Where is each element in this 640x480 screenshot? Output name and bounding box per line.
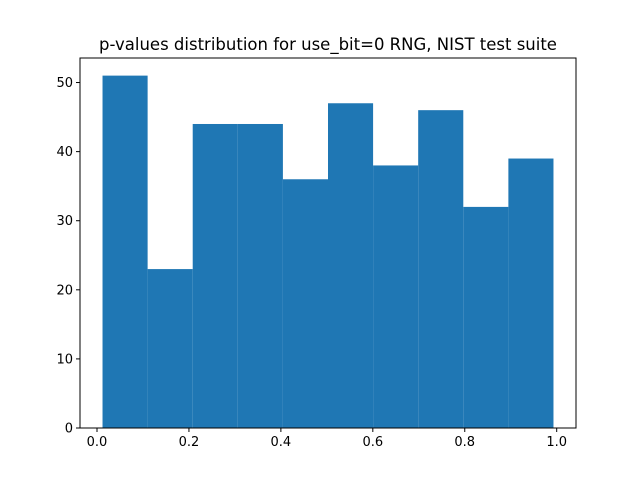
x-tick-label: 0.0 [87,435,108,450]
y-tick-label: 50 [56,76,73,91]
y-tick-label: 20 [56,283,73,298]
histogram-bar-1 [147,269,193,428]
histogram-bar-0 [102,75,148,428]
x-axis: 0.0 0.2 0.4 0.6 0.8 1.0 [87,428,567,450]
histogram-bar-8 [463,206,509,428]
x-tick-label: 0.4 [271,435,292,450]
y-axis: 0 10 20 30 40 50 [56,76,80,437]
histogram-bar-2 [192,123,238,429]
x-tick-label: 0.6 [362,435,383,450]
x-tick-label: 1.0 [546,435,567,450]
histogram-bar-9 [508,158,554,428]
histogram-bar-7 [418,110,464,428]
y-tick-label: 0 [65,422,73,437]
plot-frame [79,57,577,429]
y-tick-label: 10 [56,352,73,367]
chart-title: p-values distribution for use_bit=0 RNG,… [99,35,557,55]
histogram-bar-4 [282,179,328,428]
y-tick-label: 30 [56,214,73,229]
y-tick-label: 40 [56,145,73,160]
histogram-bar-5 [328,103,374,428]
histogram-bar-6 [373,165,419,428]
histogram-bar-3 [237,123,283,429]
x-tick-label: 0.2 [179,435,200,450]
bars-group [102,75,554,429]
x-tick-label: 0.8 [454,435,475,450]
